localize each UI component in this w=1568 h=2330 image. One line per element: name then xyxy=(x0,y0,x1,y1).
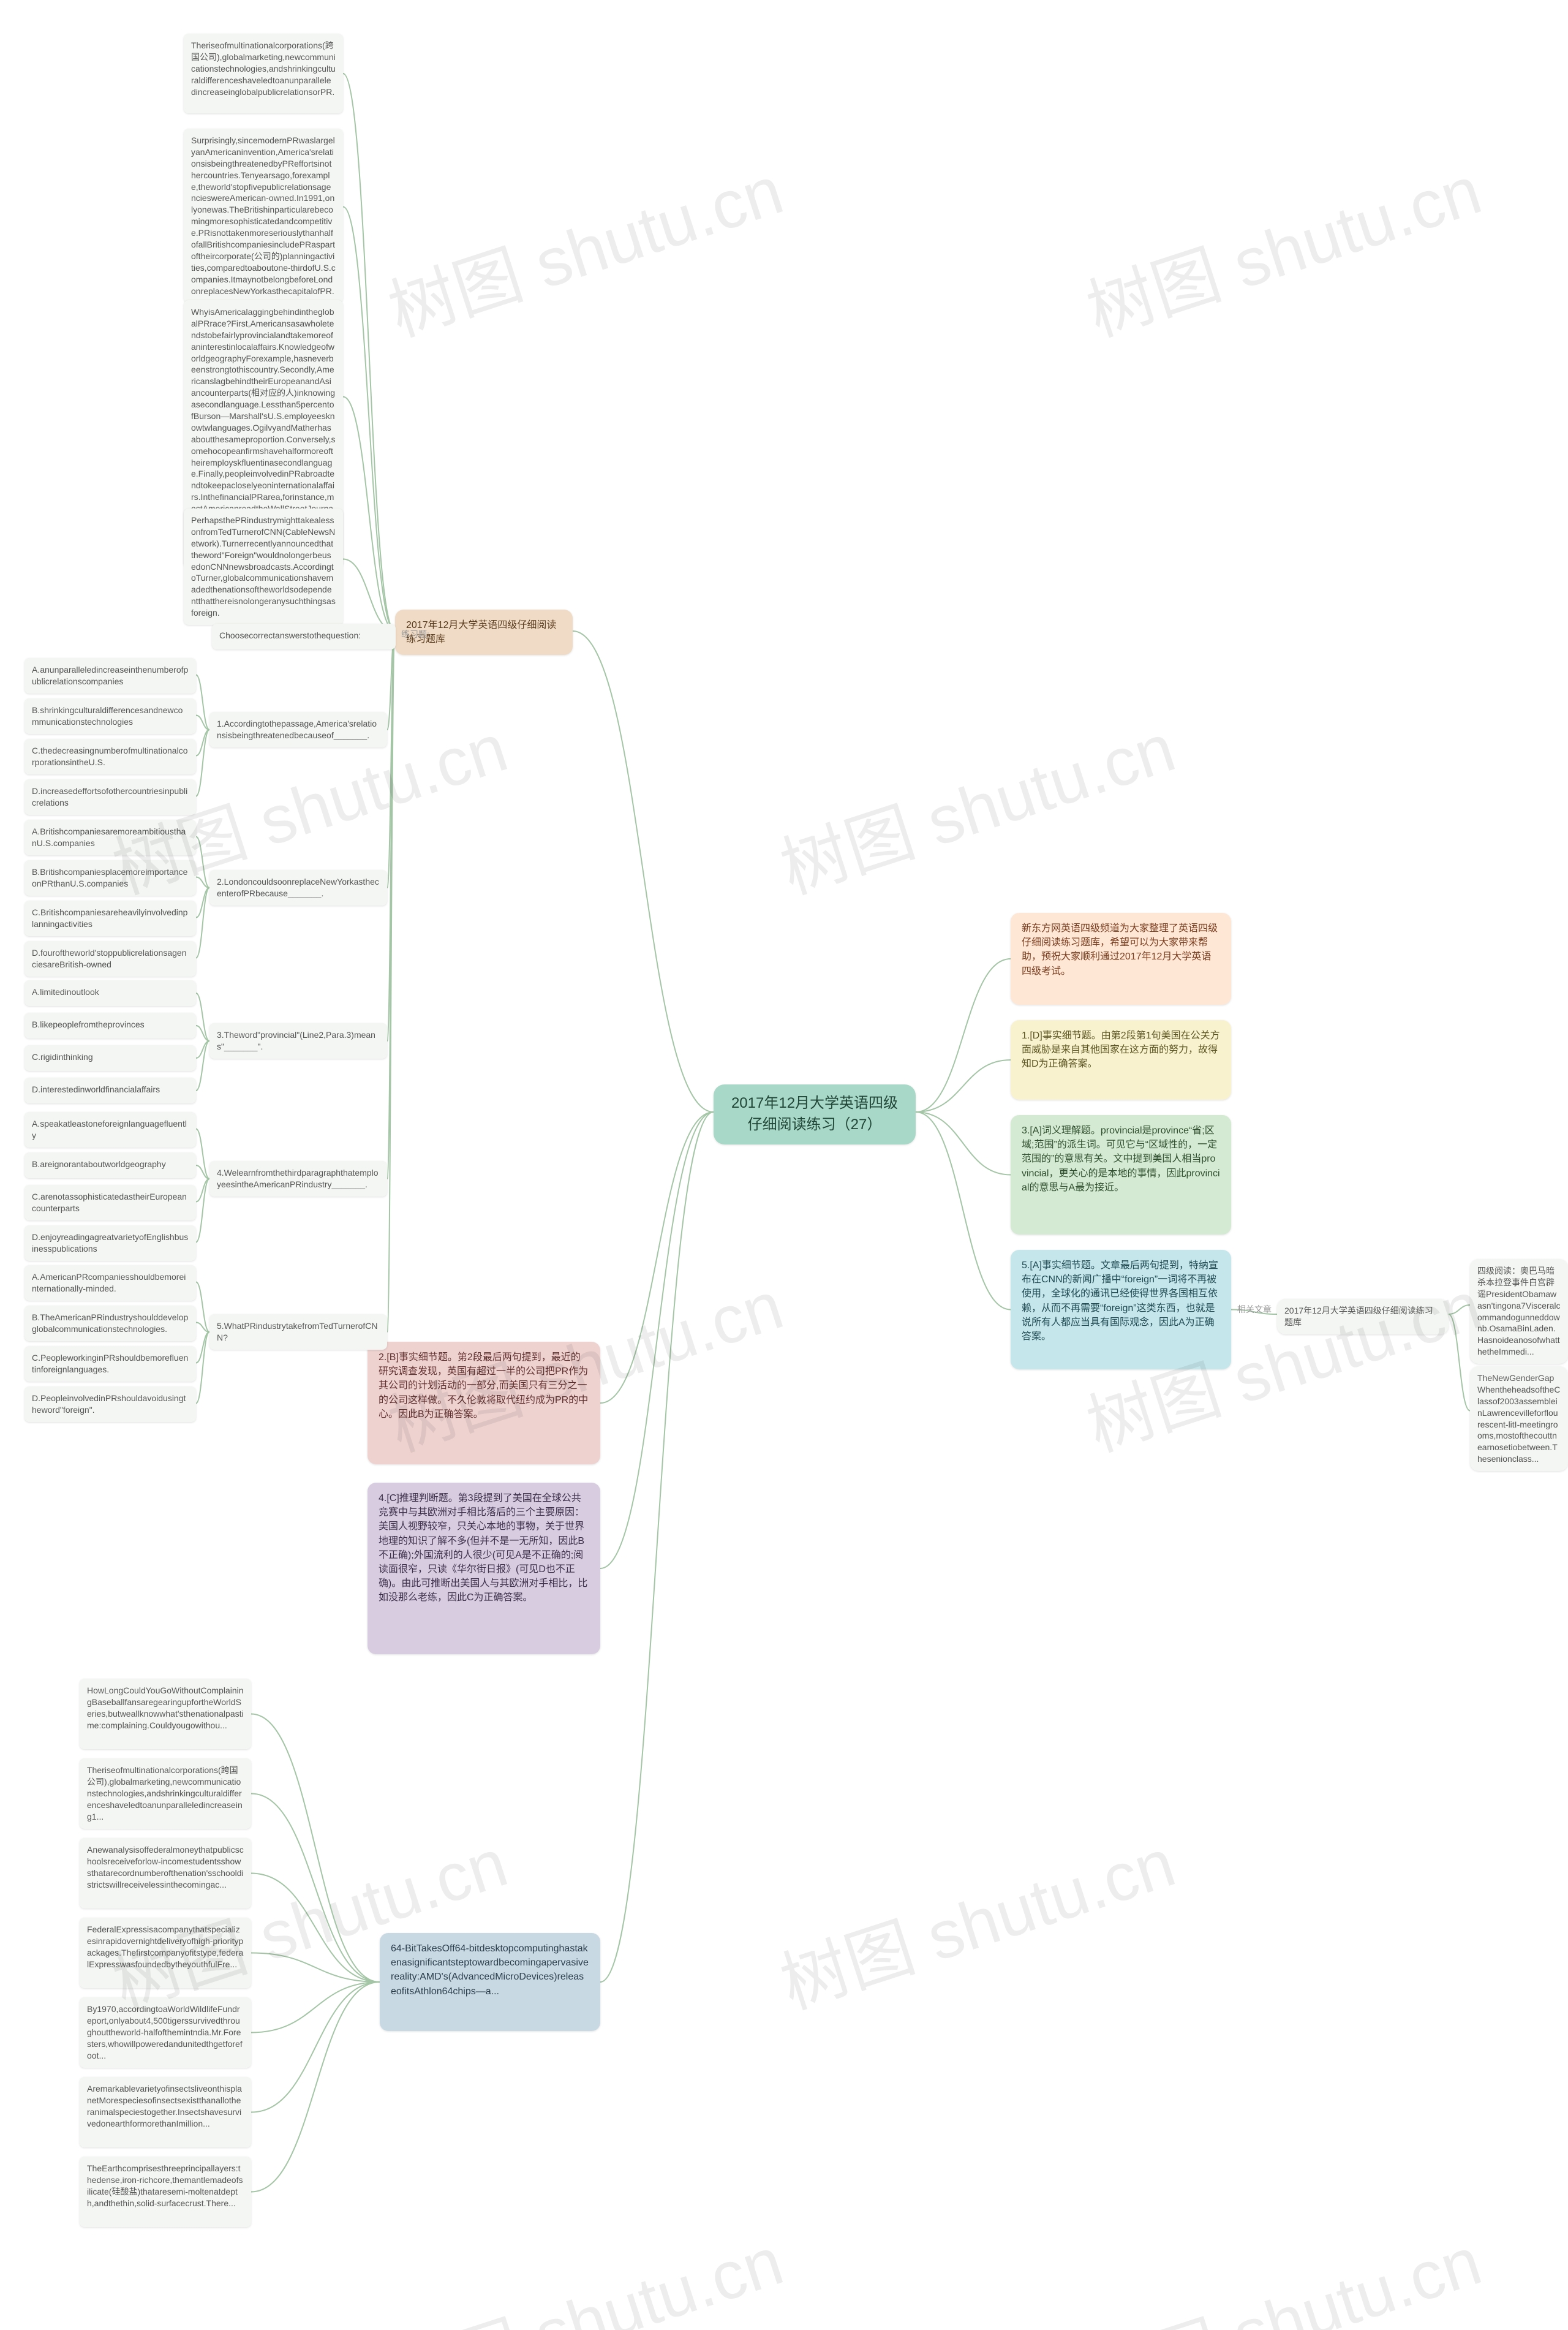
edge-label-related: 相关文章 xyxy=(1237,1304,1274,1315)
option-node-q4-d: D.enjoyreadingagreatvarietyofEnglishbusi… xyxy=(24,1225,196,1261)
option-node-q3-c: C.rigidinthinking xyxy=(24,1045,196,1071)
bottom-passage-5: By1970,accordingtoaWorldWildlifeFundrepo… xyxy=(80,1997,251,2068)
option-node-q1-b: B.shrinkingculturaldifferencesandnewcomm… xyxy=(24,698,196,734)
left-node-2: 2.[B]事实细节题。第2段最后两句提到，最近的研究调查发现，英国有超过一半的公… xyxy=(368,1342,600,1464)
bottom-passage-7: TheEarthcomprisesthreeprincipallayers:th… xyxy=(80,2157,251,2227)
option-node-q2-c: C.Britishcompaniesareheavilyinvolvedinpl… xyxy=(24,901,196,936)
watermark: 树图 shutu.cn xyxy=(1073,135,1491,355)
option-node-q4-c: C.arenotassophisticatedastheirEuropeanco… xyxy=(24,1185,196,1220)
option-node-q3-a: A.limitedinoutlook xyxy=(24,980,196,1006)
right-node-4: 5.[A]事实细节题。文章最后两句提到，特纳宣布在CNN的新闻广播中“forei… xyxy=(1011,1250,1231,1369)
right-node-3: 3.[A]词义理解题。provincial是province“省;区域;范围”的… xyxy=(1011,1115,1231,1235)
question-node-2: 2.LondoncouldsoonreplaceNewYorkasthecent… xyxy=(209,870,387,906)
option-node-q3-b: B.likepeoplefromtheprovinces xyxy=(24,1013,196,1038)
passage-node-5: Choosecorrectanswerstothequestion: xyxy=(212,624,396,649)
watermark: 树图 shutu.cn xyxy=(767,1808,1185,2027)
option-node-q1-c: C.thedecreasingnumberofmultinationalcorp… xyxy=(24,739,196,774)
watermark: 树图 shutu.cn xyxy=(1073,2206,1491,2330)
option-node-q2-b: B.BritishcompaniesplacemoreimportanceonP… xyxy=(24,860,196,896)
option-node-q1-a: A.anunparalleledincreaseinthenumberofpub… xyxy=(24,658,196,694)
right-node-5a: 四级阅读：奥巴马暗杀本拉登事件白宫辟谣PresidentObamawasn'ti… xyxy=(1470,1259,1568,1364)
left-node-4: 64-BitTakesOff64-bitdesktopcomputinghast… xyxy=(380,1933,600,2031)
left-node-3: 4.[C]推理判断题。第3段提到了美国在全球公共竞赛中与其欧洲对手相比落后的三个… xyxy=(368,1483,600,1654)
bottom-passage-2: Theriseofmultinationalcorporations(跨国公司)… xyxy=(80,1758,251,1829)
passage-node-4: PerhapsthePRindustrymighttakealessonfrom… xyxy=(184,509,343,625)
right-node-1: 新东方网英语四级频道为大家整理了英语四级仔细阅读练习题库，希望可以为大家带来帮助… xyxy=(1011,913,1231,1005)
passage-node-1: Theriseofmultinationalcorporations(跨国公司)… xyxy=(184,34,343,113)
edge-label-exercise: 练习题: xyxy=(401,629,438,640)
option-node-q2-a: A.BritishcompaniesaremoreambitiousthanU.… xyxy=(24,820,196,855)
right-node-5b: TheNewGenderGapWhentheheadsoftheClassof2… xyxy=(1470,1366,1568,1471)
option-node-q5-b: B.TheAmericanPRindustryshoulddevelopglob… xyxy=(24,1306,196,1341)
question-node-5: 5.WhatPRindustrytakefromTedTurnerofCNN? xyxy=(209,1314,387,1350)
option-node-q5-a: A.AmericanPRcompaniesshouldbemoreinterna… xyxy=(24,1265,196,1301)
watermark: 树图 shutu.cn xyxy=(767,693,1185,912)
passage-node-2: Surprisingly,sincemodernPRwaslargelyanAm… xyxy=(184,129,343,303)
bottom-passage-1: HowLongCouldYouGoWithoutComplainingBaseb… xyxy=(80,1679,251,1749)
option-node-q5-c: C.PeopleworkinginPRshouldbemorefluentinf… xyxy=(24,1346,196,1382)
option-node-q2-d: D.fouroftheworld'stoppublicrelationsagen… xyxy=(24,941,196,977)
right-node-5: 2017年12月大学英语四级仔细阅读练习题库 xyxy=(1277,1299,1449,1334)
question-node-3: 3.Theword"provincial"(Line2,Para.3)means… xyxy=(209,1023,387,1059)
bottom-passage-4: FederalExpressisacompanythatspecializesi… xyxy=(80,1918,251,1988)
watermark: 树图 shutu.cn xyxy=(375,135,793,355)
question-node-1: 1.Accordingtothepassage,America'srelatio… xyxy=(209,712,387,747)
watermark: 树图 shutu.cn xyxy=(375,2206,793,2330)
right-node-2: 1.[D]事实细节题。由第2段第1句美国在公关方面威胁是来自其他国家在这方面的努… xyxy=(1011,1020,1231,1100)
root-node: 2017年12月大学英语四级仔细阅读练习（27） xyxy=(714,1084,916,1144)
option-node-q4-a: A.speakatleastoneforeignlanguagefluently xyxy=(24,1112,196,1148)
option-node-q3-d: D.interestedinworldfinancialaffairs xyxy=(24,1078,196,1103)
bottom-passage-3: Anewanalysisoffederalmoneythatpublicscho… xyxy=(80,1838,251,1908)
bottom-passage-6: Aremarkablevarietyofinsectsliveonthispla… xyxy=(80,2077,251,2147)
option-node-q4-b: B.areignorantaboutworldgeography xyxy=(24,1152,196,1178)
option-node-q1-d: D.increasedeffortsofothercountriesinpubl… xyxy=(24,779,196,815)
option-node-q5-d: D.PeopleinvolvedinPRshouldavoidusingthew… xyxy=(24,1386,196,1422)
question-node-4: 4.Welearnfromthethirdparagraphthatemploy… xyxy=(209,1161,387,1197)
